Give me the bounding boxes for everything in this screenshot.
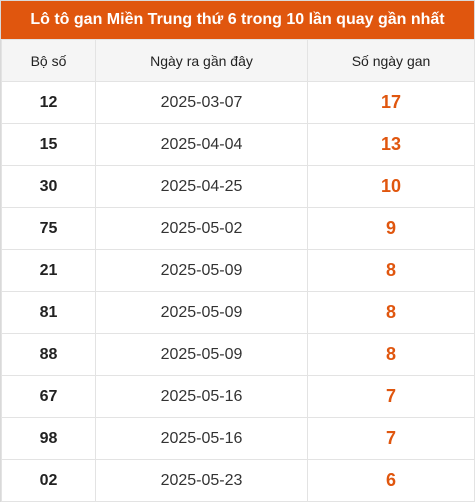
lotto-number-cell: 98 [1,417,96,460]
gan-days-cell: 8 [307,249,475,292]
lotto-number-cell: 02 [1,459,96,502]
last-drawn-date-cell: 2025-04-25 [95,165,308,208]
gan-days-cell: 8 [307,333,475,376]
table-row: 67 2025-05-16 7 [1,375,475,418]
gan-days-cell: 17 [307,81,475,124]
gan-days-cell: 10 [307,165,475,208]
gan-days-cell: 7 [307,375,475,418]
gan-days-cell: 6 [307,459,475,502]
lotto-number-cell: 81 [1,291,96,334]
table-row: 88 2025-05-09 8 [1,333,475,376]
lotto-number-cell: 30 [1,165,96,208]
table-row: 81 2025-05-09 8 [1,291,475,334]
gan-days-cell: 8 [307,291,475,334]
lotto-number-cell: 15 [1,123,96,166]
last-drawn-date-cell: 2025-05-16 [95,417,308,460]
lotto-number-cell: 21 [1,249,96,292]
table-header: Bộ số Ngày ra gần đây Số ngày gan [1,39,475,82]
column-header-last-date: Ngày ra gần đây [95,39,308,82]
last-drawn-date-cell: 2025-05-09 [95,333,308,376]
table-row: 98 2025-05-16 7 [1,417,475,460]
last-drawn-date-cell: 2025-05-16 [95,375,308,418]
last-drawn-date-cell: 2025-05-09 [95,291,308,334]
lo-gan-table: Bộ số Ngày ra gần đây Số ngày gan 12 2025… [1,39,475,502]
last-drawn-date-cell: 2025-05-23 [95,459,308,502]
last-drawn-date-cell: 2025-04-04 [95,123,308,166]
column-header-gan-days: Số ngày gan [307,39,475,82]
header-row: Bộ số Ngày ra gần đây Số ngày gan [1,39,475,82]
table-body: 12 2025-03-07 17 15 2025-04-04 13 30 2025-04-25… [1,81,475,502]
table-row: 30 2025-04-25 10 [1,165,475,208]
last-drawn-date-cell: 2025-05-02 [95,207,308,250]
lotto-number-cell: 75 [1,207,96,250]
last-drawn-date-cell: 2025-03-07 [95,81,308,124]
lotto-number-cell: 67 [1,375,96,418]
gan-days-cell: 13 [307,123,475,166]
lotto-number-cell: 88 [1,333,96,376]
gan-days-cell: 9 [307,207,475,250]
column-header-number: Bộ số [1,39,96,82]
table-row: 15 2025-04-04 13 [1,123,475,166]
table-row: 12 2025-03-07 17 [1,81,475,124]
table-title: Lô tô gan Miền Trung thứ 6 trong 10 lần … [1,1,474,39]
gan-days-cell: 7 [307,417,475,460]
last-drawn-date-cell: 2025-05-09 [95,249,308,292]
table-row: 02 2025-05-23 6 [1,459,475,502]
lotto-number-cell: 12 [1,81,96,124]
table-row: 75 2025-05-02 9 [1,207,475,250]
table-row: 21 2025-05-09 8 [1,249,475,292]
